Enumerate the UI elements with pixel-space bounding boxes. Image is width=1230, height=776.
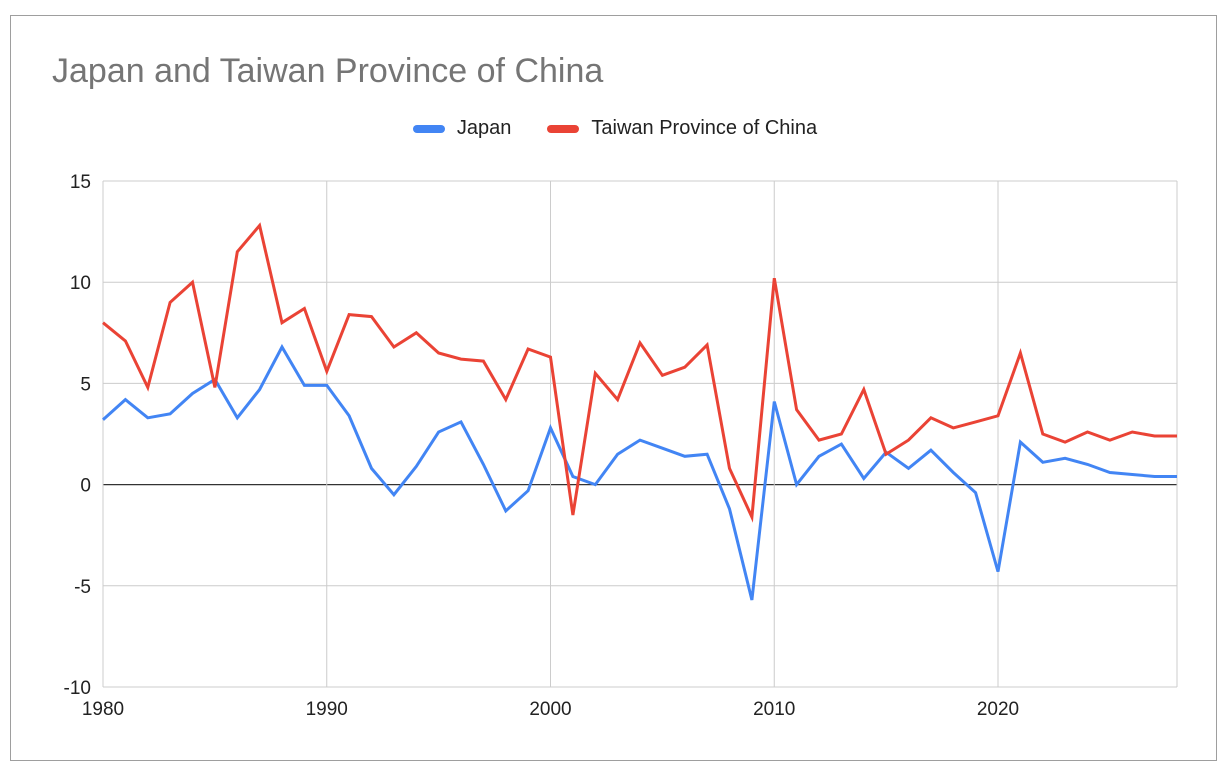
x-tick-label: 2010 — [753, 699, 795, 720]
y-tick-label: 15 — [70, 172, 91, 193]
legend-swatch-japan — [412, 124, 445, 133]
legend-item-japan[interactable]: Japan — [412, 117, 512, 140]
x-tick-label: 2020 — [977, 699, 1019, 720]
y-tick-label: -5 — [74, 577, 91, 598]
series-line-taiwan — [102, 222, 1177, 523]
y-tick-label: 0 — [80, 476, 91, 497]
legend-label-taiwan: Taiwan Province of China — [591, 117, 818, 139]
x-tick-label: 2000 — [529, 699, 571, 720]
legend-item-taiwan[interactable]: Taiwan Province of China — [547, 117, 817, 140]
y-tick-label: 10 — [70, 273, 91, 294]
series-line-japan — [101, 343, 1177, 601]
y-tick-label: -10 — [64, 678, 91, 699]
y-tick-label: 5 — [80, 374, 91, 395]
chart-frame — [10, 15, 1217, 761]
x-tick-label: 1980 — [82, 699, 124, 720]
legend-swatch-taiwan — [547, 124, 580, 133]
chart-title: Japan and Taiwan Province of China — [52, 52, 604, 90]
x-tick-label: 1990 — [306, 699, 348, 720]
legend-label-japan: Japan — [456, 117, 512, 139]
chart-legend: Japan Taiwan Province of China — [0, 117, 1230, 140]
